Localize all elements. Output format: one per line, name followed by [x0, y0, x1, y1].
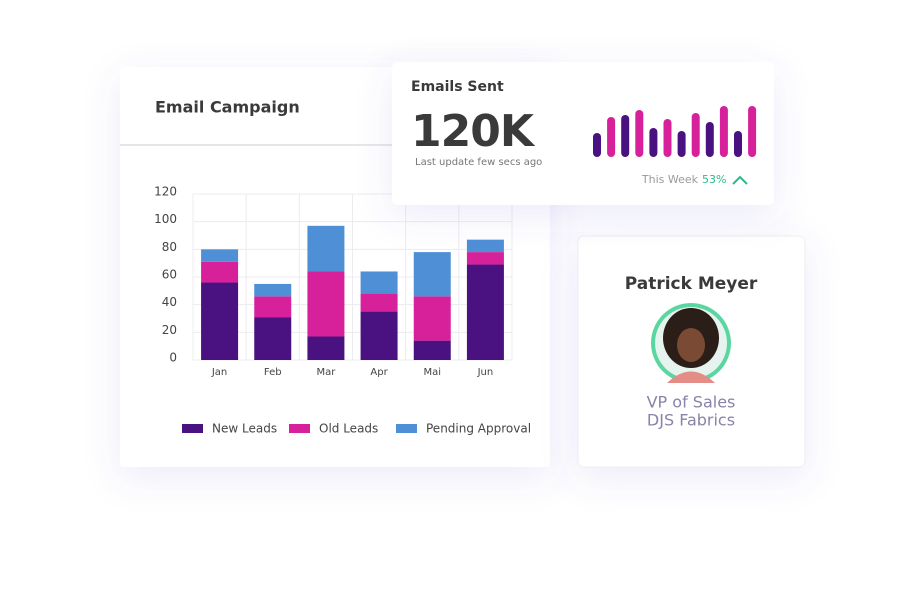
mini-bar: [663, 119, 672, 157]
x-tick-label: Mai: [423, 367, 441, 378]
bar-segment: [466, 252, 504, 265]
legend-label: New Leads: [212, 422, 277, 436]
mini-bar: [719, 106, 728, 157]
profile-name: Patrick Meyer: [625, 274, 758, 294]
y-tick-label: 120: [154, 185, 177, 199]
x-tick-label: Feb: [264, 367, 282, 378]
bar-segment: [254, 317, 292, 360]
y-tick-label: 100: [154, 212, 177, 226]
bar-segment: [201, 282, 239, 360]
y-tick-label: 40: [162, 295, 177, 309]
legend-label: Pending Approval: [426, 422, 531, 436]
period-label: This Week: [641, 173, 699, 186]
change-value: 53%: [702, 173, 726, 186]
bar-segment: [307, 336, 345, 360]
legend-swatch: [396, 424, 417, 433]
legend-swatch: [289, 424, 310, 433]
mini-bar: [621, 115, 630, 157]
up-arrow: [732, 175, 748, 185]
x-tick-label: Jan: [211, 367, 227, 378]
bar-segment: [466, 239, 504, 253]
emails-subtitle: Last update few secs ago: [415, 157, 542, 168]
bar-segment: [413, 340, 451, 360]
mini-bar: [649, 128, 658, 157]
mini-bar: [691, 113, 700, 157]
x-tick-label: Jun: [477, 367, 494, 378]
bar-segment: [413, 252, 451, 297]
profile-role: VP of Sales: [647, 393, 736, 412]
bar-segment: [360, 311, 398, 360]
mini-bar: [677, 131, 686, 157]
x-tick-label: Apr: [370, 367, 388, 378]
mini-bar: [607, 117, 616, 157]
mini-bar: [734, 131, 742, 157]
bar-segment: [307, 271, 345, 337]
emails-card: [392, 62, 774, 205]
mini-bar: [593, 133, 601, 157]
emails-value: 120K: [411, 106, 536, 157]
bar-segment: [254, 296, 292, 318]
y-tick-label: 0: [169, 351, 177, 365]
legend-swatch: [182, 424, 203, 433]
bar-segment: [254, 283, 292, 297]
bar-segment: [307, 225, 345, 272]
bar-segment: [466, 264, 504, 360]
y-tick-label: 80: [162, 240, 177, 254]
bar-segment: [201, 261, 239, 283]
mini-bar: [705, 122, 714, 157]
y-tick-label: 20: [162, 323, 177, 337]
emails-chart: [593, 106, 757, 157]
bar-segment: [201, 249, 239, 262]
campaign-title: Email Campaign: [155, 98, 300, 117]
profile-company: DJS Fabrics: [647, 411, 735, 430]
x-tick-label: Mar: [316, 367, 336, 378]
y-tick-label: 60: [162, 268, 177, 282]
legend-label: Old Leads: [319, 422, 378, 436]
mini-bar: [635, 110, 644, 157]
bar-segment: [360, 271, 398, 294]
bar-segment: [413, 296, 451, 341]
bar-segment: [360, 293, 398, 312]
mini-bar: [748, 106, 757, 157]
emails-title: Emails Sent: [411, 79, 504, 95]
campaign-chart: 0 20 40 60 80 100 120 Jan Feb Mar Apr Mai Jun New Lea…: [154, 185, 531, 436]
avatar: [651, 303, 731, 383]
